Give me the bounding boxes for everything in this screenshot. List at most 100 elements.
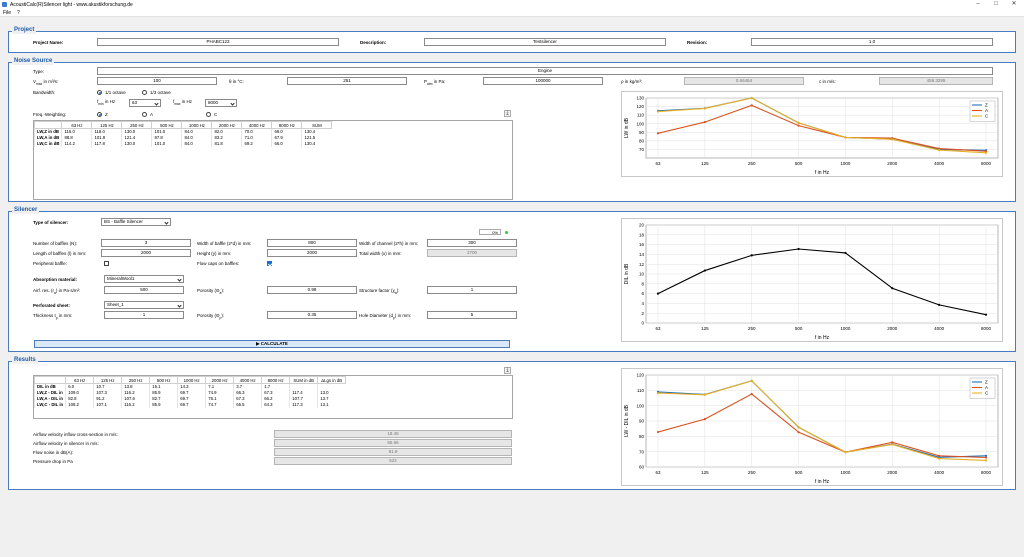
table-cell[interactable]: 107.6 (121, 395, 150, 402)
export-icon[interactable]: ⤓ (504, 110, 511, 117)
description-field[interactable]: Testsilencer (424, 38, 666, 46)
table-cell[interactable]: 65.5 (233, 401, 262, 408)
table-cell[interactable]: 67.9 (271, 134, 302, 141)
table-cell[interactable]: 85.9 (149, 401, 178, 408)
revision-field[interactable]: 1.0 (751, 38, 993, 46)
table-cell[interactable]: 121.4 (121, 134, 152, 141)
table-cell[interactable]: 69.7 (177, 389, 206, 396)
table-cell[interactable]: 117.3 (289, 401, 318, 408)
table-cell[interactable]: 121.5 (301, 134, 332, 141)
vmax-field[interactable]: 100 (97, 77, 217, 85)
porosity-p-field[interactable]: 0.35 (267, 311, 357, 319)
table-cell[interactable]: 15.1 (149, 383, 178, 390)
table-cell[interactable]: 116.2 (121, 401, 150, 408)
table-cell[interactable]: 101.0 (151, 140, 182, 147)
baffle-width-field[interactable]: 800 (267, 239, 357, 247)
table-cell[interactable] (289, 383, 318, 390)
table-cell[interactable]: 116.2 (121, 389, 150, 396)
table-cell[interactable]: 109.0 (65, 389, 94, 396)
table-cell[interactable]: 74.7 (205, 401, 234, 408)
table-cell[interactable]: 101.0 (151, 128, 182, 135)
table-cell[interactable]: 69.2 (241, 140, 272, 147)
table-cell[interactable]: 70.0 (241, 128, 272, 135)
table-cell[interactable]: 91.2 (93, 395, 122, 402)
table-cell[interactable]: 84.0 (181, 128, 212, 135)
airflow-res-field[interactable]: 500 (104, 286, 184, 294)
table-row[interactable]: LW,C - DIL in 108.2 107.1 116.2 85.9 69.7 74.7… (33, 401, 346, 408)
table-cell[interactable]: 64.3 (261, 401, 290, 408)
table-cell[interactable]: 130.4 (301, 140, 332, 147)
table-cell[interactable]: 66.2 (261, 395, 290, 402)
table-cell[interactable]: 85.9 (149, 389, 178, 396)
table-cell[interactable]: 108.2 (65, 401, 94, 408)
fmax-dropdown[interactable]: 8000 (205, 99, 237, 107)
fmin-dropdown[interactable]: 63 (129, 99, 161, 107)
table-cell[interactable]: 69.7 (177, 401, 206, 408)
results-export-icon[interactable]: ⤓ (504, 367, 511, 374)
theta-field[interactable]: 251 (287, 77, 407, 85)
table-row[interactable]: LW,C in dB 114.2 117.8 130.0 101.0 84.0 81.8 69… (33, 140, 332, 147)
project-name-field[interactable]: PHABC123 (97, 38, 339, 46)
table-cell[interactable]: 66.0 (271, 140, 302, 147)
table-cell[interactable]: 13.8 (121, 383, 150, 390)
table-cell[interactable]: 82.8 (65, 395, 94, 402)
absorption-dropdown[interactable]: MineralWool1 (104, 275, 184, 283)
table-cell[interactable]: 81.8 (211, 140, 242, 147)
silencer-type-dropdown[interactable]: BS - Baffle Silencer (101, 218, 171, 226)
table-cell[interactable]: 115.0 (61, 128, 92, 135)
thickness-field[interactable]: 1 (104, 311, 184, 319)
perforated-dropdown[interactable]: Sheet_1 (104, 301, 184, 309)
bw-octave-radio[interactable] (97, 90, 102, 95)
table-cell[interactable] (317, 383, 346, 390)
table-cell[interactable]: 101.9 (91, 134, 122, 141)
table-cell[interactable]: 130.0 (121, 128, 152, 135)
table-cell[interactable]: 130.0 (121, 140, 152, 147)
table-cell[interactable]: 66.3 (233, 389, 262, 396)
table-row[interactable]: LW,Z - DIL in 109.0 107.3 116.2 85.9 69.7 74.9… (33, 389, 346, 396)
maximize-icon[interactable]: □ (994, 1, 998, 7)
table-cell[interactable]: 82.0 (211, 128, 242, 135)
table-cell[interactable]: 97.8 (151, 134, 182, 141)
menu-help[interactable]: ? (17, 10, 20, 16)
height-field[interactable]: 2000 (267, 249, 357, 257)
flow-caps-checkbox[interactable] (267, 261, 272, 266)
table-cell[interactable]: 84.0 (181, 134, 212, 141)
table-cell[interactable]: 6.0 (65, 383, 94, 390)
table-cell[interactable]: 3.7 (233, 383, 262, 390)
table-cell[interactable]: 74.9 (205, 389, 234, 396)
table-row[interactable]: DIL in dB 6.0 10.7 13.8 15.1 14.3 7.1 3.7 1.7 (33, 383, 346, 390)
table-row[interactable]: LW,A - DIL in 82.8 91.2 107.6 82.7 69.7 76.1 67… (33, 395, 346, 402)
close-icon[interactable]: ✕ (1011, 1, 1017, 7)
table-cell[interactable]: 117.8 (91, 140, 122, 147)
porosity-a-field[interactable]: 0.98 (267, 286, 357, 294)
table-cell[interactable]: 71.0 (241, 134, 272, 141)
table-cell[interactable]: 82.7 (149, 395, 178, 402)
table-cell[interactable]: 67.3 (233, 395, 262, 402)
structure-factor-field[interactable]: 1 (427, 286, 517, 294)
table-cell[interactable]: 107.1 (93, 401, 122, 408)
table-cell[interactable]: 83.2 (211, 134, 242, 141)
table-cell[interactable]: 67.3 (261, 389, 290, 396)
baffles-n-field[interactable]: 3 (101, 239, 191, 247)
table-cell[interactable]: 107.3 (93, 389, 122, 396)
bw-third-radio[interactable] (142, 90, 147, 95)
table-cell[interactable]: 14.3 (177, 383, 206, 390)
channel-width-field[interactable]: 300 (427, 239, 517, 247)
patm-field[interactable]: 100000 (483, 77, 603, 85)
table-cell[interactable]: 130.4 (301, 128, 332, 135)
type-field[interactable]: Engine (97, 67, 993, 75)
table-row[interactable]: LW,Z in dB 115.0 118.0 130.0 101.0 84.0 82.0 70… (33, 128, 332, 135)
table-row[interactable]: LW,A in dB 88.8 101.9 121.4 97.8 84.0 83.2 71.0… (33, 134, 332, 141)
table-cell[interactable]: 13.0 (317, 389, 346, 396)
minimize-icon[interactable]: – (976, 1, 980, 7)
baffle-length-field[interactable]: 2000 (101, 249, 191, 257)
table-cell[interactable]: 69.7 (177, 395, 206, 402)
table-cell[interactable]: 84.0 (181, 140, 212, 147)
table-cell[interactable]: 107.7 (289, 395, 318, 402)
table-cell[interactable]: 114.2 (61, 140, 92, 147)
menu-file[interactable]: File (3, 10, 12, 16)
weight-a-radio[interactable] (142, 112, 147, 117)
table-cell[interactable]: 13.1 (317, 401, 346, 408)
table-cell[interactable]: 13.7 (317, 395, 346, 402)
results-table[interactable]: 63 Hz 125 Hz 250 Hz 500 Hz 1000 Hz 2000 Hz 400… (33, 376, 347, 408)
